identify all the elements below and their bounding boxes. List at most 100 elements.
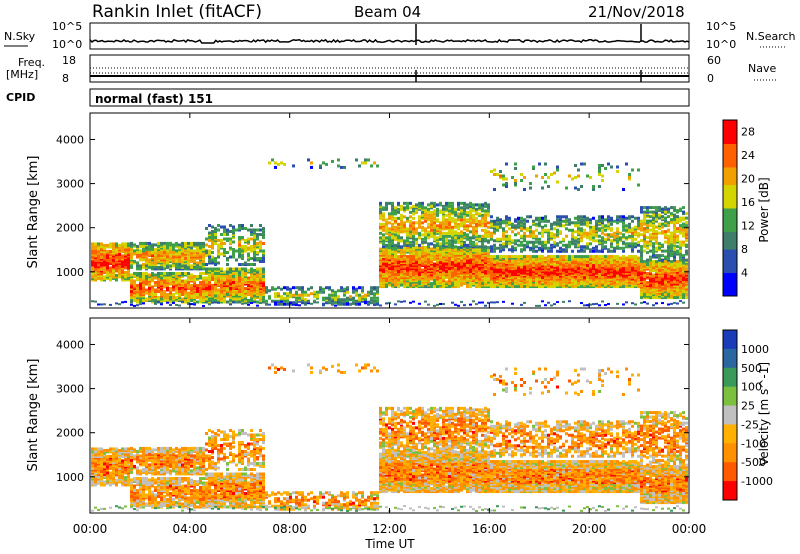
power-cell: [406, 227, 409, 231]
power-cell: [598, 249, 601, 253]
power-cell: [112, 269, 115, 273]
power-cell: [409, 230, 412, 234]
power-cell: [187, 296, 190, 299]
power-cell: [346, 286, 349, 290]
power-cell: [493, 227, 496, 231]
power-cell: [232, 275, 235, 278]
power-cell: [472, 213, 475, 217]
power-cell: [562, 248, 565, 252]
power-cell: [610, 239, 613, 243]
power-cell: [415, 242, 418, 246]
power-cell: [457, 253, 460, 257]
power-cell: [382, 245, 385, 249]
power-cell: [184, 284, 187, 287]
power-cell: [550, 231, 553, 235]
power-cell: [205, 249, 208, 253]
power-cell: [427, 207, 430, 211]
power-cell: [154, 243, 157, 247]
power-cell: [169, 297, 172, 301]
power-cell: [610, 233, 613, 237]
power-cell: [238, 240, 241, 244]
power-cell: [460, 242, 463, 246]
power-cell: [142, 287, 145, 290]
power-cell: [100, 272, 103, 276]
power-cell: [487, 253, 490, 257]
power-cell: [247, 252, 250, 256]
power-cell: [544, 180, 547, 184]
power-cell: [280, 300, 283, 303]
power-cell: [610, 242, 613, 246]
power-cell: [226, 288, 229, 292]
power-cell: [205, 237, 208, 241]
power-cell: [214, 227, 217, 230]
power-cell: [211, 267, 214, 271]
power-cell: [211, 230, 214, 233]
power-cell: [538, 246, 541, 250]
power-cell: [571, 255, 574, 259]
power-cell: [409, 301, 412, 304]
power-cell: [271, 286, 274, 290]
power-cell: [415, 227, 418, 231]
power-cell: [94, 278, 97, 282]
power-cell: [559, 240, 562, 244]
power-cell: [256, 304, 259, 307]
power-cell: [178, 290, 181, 293]
power-cell: [337, 302, 340, 306]
power-cell: [169, 256, 172, 260]
power-cell: [460, 218, 463, 222]
power-cell: [421, 201, 424, 205]
power-cell: [508, 234, 511, 238]
power-cell: [175, 258, 178, 262]
nsky-panel: [89, 22, 690, 50]
power-cell: [172, 259, 175, 263]
power-cell: [448, 234, 451, 238]
power-cell: [616, 239, 619, 243]
power-cell: [385, 258, 388, 262]
power-cell: [535, 277, 538, 281]
power-cell: [412, 246, 415, 250]
power-cell: [229, 255, 232, 259]
power-cell: [385, 243, 388, 247]
power-cell: [472, 249, 475, 253]
power-cell: [457, 201, 460, 205]
power-cell: [445, 207, 448, 211]
power-cell: [451, 261, 454, 265]
power-cell: [298, 286, 301, 290]
power-cell: [331, 300, 334, 303]
power-cell: [109, 266, 112, 270]
power-cell: [484, 233, 487, 237]
power-cell: [124, 242, 127, 246]
power-cell: [259, 243, 262, 247]
power-cell: [247, 237, 250, 241]
power-cell: [466, 213, 469, 217]
power-cell: [160, 272, 163, 275]
power-cell: [409, 258, 412, 262]
power-cell: [475, 219, 478, 223]
power-cell: [232, 248, 235, 251]
power-cell: [412, 216, 415, 220]
power-cell: [520, 173, 523, 176]
power-cell: [139, 285, 142, 289]
power-cell: [211, 261, 214, 265]
power-cell: [607, 215, 610, 219]
power-cell: [574, 236, 577, 240]
power-cell: [400, 213, 403, 217]
power-cell: [355, 303, 358, 306]
power-cell: [394, 280, 397, 284]
power-cell: [199, 297, 202, 301]
power-cell: [334, 304, 337, 307]
power-cell: [283, 300, 286, 303]
power-cell: [607, 271, 610, 275]
power-cell: [550, 258, 553, 262]
power-cell: [544, 162, 547, 166]
power-cell: [433, 201, 436, 205]
power-cell: [271, 158, 274, 162]
power-cell: [349, 302, 352, 306]
power-cell: [562, 237, 565, 241]
power-cell: [541, 300, 544, 303]
power-cell: [538, 304, 541, 307]
power-cell: [424, 227, 427, 231]
power-cell: [106, 243, 109, 247]
power-cell: [418, 267, 421, 271]
power-cell: [517, 231, 520, 235]
